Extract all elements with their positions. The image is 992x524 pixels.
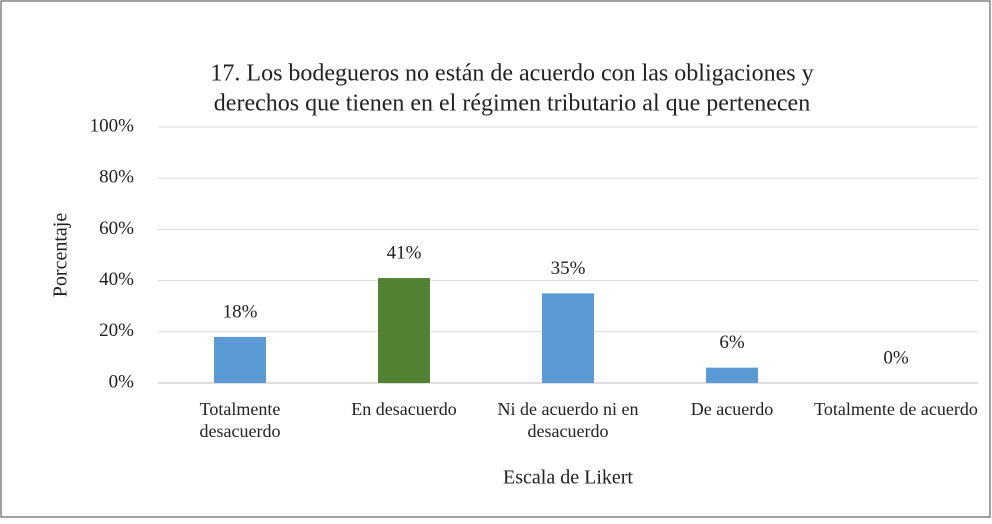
- x-tick-label: Totalmente de acuerdo: [814, 399, 978, 419]
- x-tick-label: Totalmente desacuerdo: [199, 399, 281, 441]
- y-tick-label: 60%: [99, 218, 134, 239]
- bar: [542, 293, 594, 383]
- data-label: 35%: [551, 258, 586, 279]
- x-tick-label-box: Totalmente de acuerdo: [814, 399, 978, 419]
- x-axis-label: Escala de Likert: [503, 467, 633, 489]
- x-tick-label-box: Ni de acuerdo ni en desacuerdo: [497, 399, 639, 441]
- bar: [706, 367, 758, 383]
- data-label: 18%: [223, 301, 258, 322]
- y-tick-label: 0%: [109, 371, 135, 392]
- data-label: 6%: [719, 332, 745, 353]
- x-tick-label-box: De acuerdo: [690, 399, 774, 419]
- x-tick-label: En desacuerdo: [351, 399, 457, 419]
- data-label: 0%: [883, 347, 909, 368]
- y-tick-label: 40%: [99, 269, 134, 290]
- chart-title: 17. Los bodegueros no están de acuerdo c…: [210, 61, 813, 87]
- bar: [214, 336, 266, 383]
- x-tick-label: De acuerdo: [690, 399, 774, 419]
- y-tick-label: 20%: [99, 320, 134, 341]
- data-label: 41%: [387, 242, 422, 263]
- x-tick-label-box: En desacuerdo: [351, 399, 457, 419]
- bar: [378, 278, 430, 383]
- y-tick-label: 100%: [90, 115, 135, 136]
- y-axis-label: Porcentaje: [50, 213, 72, 298]
- x-tick-label-box: Totalmente desacuerdo: [199, 399, 281, 441]
- chart-title: derechos que tienen en el régimen tribut…: [214, 91, 810, 117]
- y-tick-label: 80%: [99, 167, 134, 188]
- x-tick-label: Ni de acuerdo ni en desacuerdo: [497, 399, 639, 441]
